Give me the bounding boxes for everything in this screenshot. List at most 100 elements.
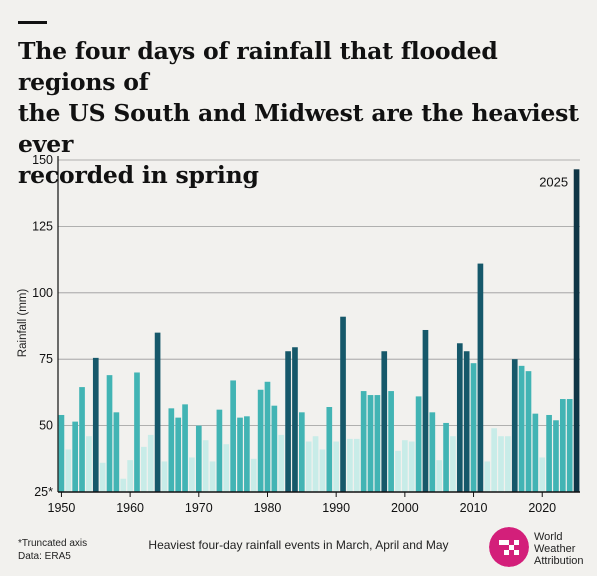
bar-1978: [250, 458, 257, 492]
bar-2007: [450, 436, 456, 492]
logo-text-line-2: Weather: [534, 543, 576, 555]
bar-1986: [305, 441, 312, 492]
bar-1996: [374, 395, 381, 492]
y-tick-label: 25*: [34, 485, 53, 499]
bar-2000: [402, 440, 408, 492]
bar-2017: [518, 365, 525, 492]
bar-1958: [113, 412, 120, 492]
bar-1974: [223, 444, 230, 492]
bar-2006: [443, 422, 449, 492]
y-axis-label: Rainfall (mm): [17, 289, 29, 358]
grid-lines: [58, 159, 580, 427]
bar-2015: [505, 436, 511, 492]
bar-2022: [553, 420, 559, 492]
bar-2013: [491, 428, 497, 492]
bar-1964: [154, 332, 161, 492]
bar-1955: [92, 357, 99, 492]
logo-text-line-3: Attribution: [534, 555, 584, 567]
bar-1987: [312, 436, 319, 492]
x-tick-labels: 1950 1960 1970 1980 1990 2000 2010 2020: [48, 492, 556, 515]
bar-1966: [168, 408, 175, 492]
bar-1967: [175, 417, 182, 492]
bar-1956: [99, 462, 106, 492]
title-rule: [18, 21, 47, 24]
y-tick-label: 150: [32, 153, 53, 167]
bar-1992: [347, 438, 353, 492]
bar-1988: [319, 449, 326, 492]
bar-2020: [539, 457, 546, 492]
bar-1959: [120, 478, 127, 492]
bar-1961: [134, 372, 140, 492]
bar-1985: [298, 412, 305, 492]
bar-2004: [429, 412, 436, 492]
y-tick-label: 100: [32, 286, 53, 300]
bar-2002: [415, 396, 422, 492]
bar-1953: [79, 387, 85, 492]
bar-1954: [86, 436, 92, 492]
bar-2010: [470, 363, 477, 492]
bar-2025: [573, 169, 580, 492]
x-tick-label: 1960: [116, 501, 144, 515]
bar-2021: [546, 414, 552, 492]
bar-1989: [326, 407, 333, 492]
bar-2019: [532, 413, 539, 492]
bar-2024: [566, 399, 573, 492]
bar-1994: [360, 391, 367, 492]
bar-1979: [257, 389, 264, 492]
bar-1975: [230, 380, 236, 492]
bar-1962: [141, 446, 147, 492]
bar-1999: [395, 450, 401, 492]
bar-2012: [484, 461, 491, 492]
bar-1997: [381, 351, 388, 492]
bar-1984: [292, 347, 298, 492]
bar-2011: [477, 263, 484, 492]
bar-1977: [244, 416, 250, 492]
bar-1998: [388, 391, 394, 492]
bar-2001: [408, 441, 415, 492]
bar-1950: [58, 414, 65, 492]
title-line-1: The four days of rainfall that flooded r…: [18, 37, 498, 96]
bar-1983: [285, 351, 291, 492]
wwa-logo-icon: [489, 527, 529, 567]
x-tick-label: 1990: [322, 501, 350, 515]
bar-1963: [147, 434, 154, 492]
x-tick-label: 2020: [528, 501, 556, 515]
bar-1976: [237, 417, 243, 492]
bar-2005: [436, 460, 443, 492]
x-tick-label: 1980: [254, 501, 282, 515]
y-tick-label: 75: [39, 352, 53, 366]
bar-1991: [340, 316, 346, 492]
annotation-2025: 2025: [539, 174, 568, 189]
bar-2018: [525, 371, 532, 492]
bar-1982: [278, 434, 285, 492]
bar-2023: [559, 399, 566, 492]
bar-1990: [333, 441, 340, 492]
bar-1960: [127, 460, 133, 492]
bar-2014: [498, 436, 504, 492]
bar-1951: [65, 449, 72, 492]
logo-text-line-1: World: [534, 531, 563, 543]
bar-1973: [216, 409, 223, 492]
bar-1969: [189, 457, 195, 492]
bar-1971: [202, 440, 209, 492]
bar-1965: [161, 461, 168, 492]
y-tick-labels: 25* 50 75 100 125 150: [32, 153, 53, 499]
bars: [58, 169, 580, 492]
bar-2008: [456, 343, 463, 492]
bar-1970: [195, 425, 202, 492]
bar-1995: [367, 395, 374, 492]
bar-2009: [463, 351, 470, 492]
y-tick-label: 125: [32, 219, 53, 233]
x-axis-caption: Heaviest four-day rainfall events in Mar…: [148, 538, 449, 552]
title-line-2: the US South and Midwest are the heavies…: [18, 99, 579, 158]
x-tick-label: 2010: [460, 501, 488, 515]
bar-1993: [353, 438, 360, 492]
source-note: Data: ERA5: [18, 551, 71, 562]
bar-1952: [72, 421, 79, 492]
x-tick-label: 2000: [391, 501, 419, 515]
bar-1957: [106, 375, 113, 492]
bar-2016: [511, 359, 518, 492]
bar-1980: [264, 381, 271, 492]
logo-text: World Weather Attribution: [534, 531, 584, 567]
